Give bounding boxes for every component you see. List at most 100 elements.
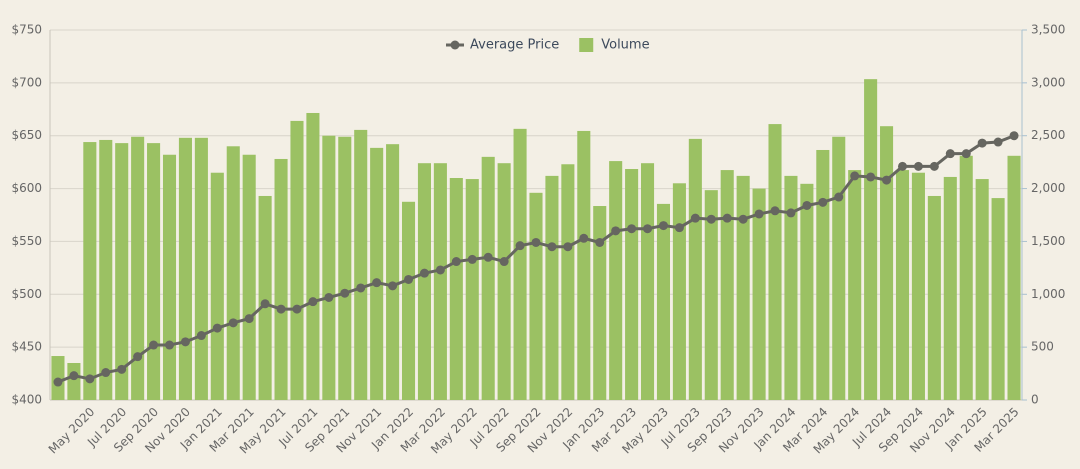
y2-tick-label: 500	[1031, 340, 1054, 354]
bar	[577, 130, 591, 400]
y-tick-label: $500	[11, 287, 42, 301]
bar	[609, 161, 623, 400]
line-marker	[212, 323, 222, 333]
bar	[943, 176, 957, 400]
bar	[131, 136, 145, 400]
bar	[720, 170, 734, 400]
line-marker	[467, 254, 477, 264]
bar	[895, 170, 910, 400]
line-marker	[292, 304, 302, 314]
line-marker	[451, 257, 461, 267]
line-marker	[658, 221, 668, 231]
bar	[911, 172, 925, 400]
line-marker	[324, 292, 334, 302]
bar	[99, 139, 113, 400]
line-marker	[818, 197, 828, 207]
y-tick-label: $600	[11, 181, 42, 195]
bar	[1007, 155, 1021, 400]
bar	[274, 158, 288, 400]
bar	[991, 198, 1005, 400]
bar	[848, 170, 862, 400]
legend-label: Volume	[601, 38, 649, 53]
line-marker	[69, 371, 79, 381]
bar	[497, 163, 511, 400]
line-marker	[579, 233, 589, 243]
line-marker	[515, 241, 525, 251]
line-marker	[850, 171, 860, 181]
line-marker	[435, 265, 445, 275]
bar	[752, 188, 766, 400]
line-marker	[483, 252, 493, 262]
legend-swatch	[579, 38, 594, 52]
bar	[386, 144, 400, 400]
line-marker	[738, 214, 748, 224]
bar	[449, 178, 463, 400]
bar	[625, 169, 639, 400]
line-marker	[404, 274, 414, 284]
bar	[768, 124, 782, 400]
bar	[67, 363, 81, 400]
y-tick-label: $450	[11, 340, 42, 354]
y2-tick-label: 1,000	[1031, 287, 1065, 301]
bar	[162, 154, 177, 400]
bar	[641, 163, 655, 400]
line-marker	[85, 374, 95, 384]
line-marker	[340, 288, 350, 298]
line-marker	[722, 213, 732, 223]
line-marker	[563, 242, 573, 252]
line-marker	[419, 268, 429, 278]
line-marker	[595, 237, 605, 247]
line-marker	[977, 138, 987, 148]
line-marker	[882, 175, 892, 185]
bar	[194, 137, 208, 401]
y-tick-label: $700	[11, 75, 42, 89]
bar	[927, 195, 941, 400]
legend: Average Price Volume	[446, 38, 650, 53]
line-marker	[117, 364, 127, 374]
bar	[832, 136, 846, 400]
line-marker	[627, 224, 637, 234]
y-tick-label: $550	[11, 234, 42, 248]
line-marker	[228, 318, 238, 328]
bar	[147, 143, 161, 400]
line-marker	[499, 257, 509, 267]
bar	[338, 136, 352, 400]
y2-tick-label: 3,500	[1031, 23, 1065, 37]
bar	[561, 164, 575, 400]
bar	[401, 201, 416, 400]
line-marker	[913, 161, 923, 171]
bar	[242, 154, 256, 400]
line-marker	[706, 214, 716, 224]
line-marker	[802, 200, 812, 210]
bar	[975, 179, 989, 400]
line-marker	[165, 340, 175, 350]
line-marker	[866, 172, 876, 182]
line-marker	[770, 206, 780, 216]
line-marker	[101, 368, 111, 378]
bar	[115, 143, 129, 400]
line-marker	[244, 314, 254, 324]
line-marker	[611, 226, 621, 236]
line-marker	[674, 223, 684, 233]
bar	[370, 147, 384, 400]
line-marker	[308, 297, 318, 307]
line-marker	[786, 208, 796, 218]
y2-tick-label: 0	[1031, 393, 1039, 407]
bar	[481, 156, 495, 400]
line-marker	[690, 213, 700, 223]
y-tick-label: $750	[11, 23, 42, 37]
bar	[736, 175, 750, 400]
line-marker	[1009, 131, 1019, 141]
line-marker	[180, 337, 190, 347]
bar	[306, 112, 320, 400]
line-marker	[372, 278, 382, 288]
line-marker	[834, 192, 844, 202]
y-tick-label: $400	[11, 393, 42, 407]
bar	[83, 142, 97, 401]
line-marker	[133, 352, 143, 362]
legend-label: Average Price	[470, 38, 559, 53]
bar	[290, 120, 304, 401]
bar	[513, 128, 527, 401]
line-marker	[276, 304, 286, 314]
